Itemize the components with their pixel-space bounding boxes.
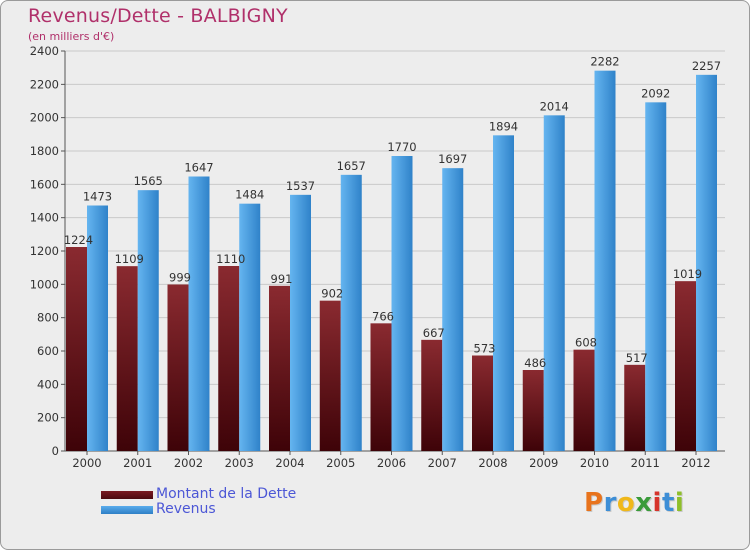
y-tick-label: 2400	[30, 44, 59, 58]
bar-revenus-2003	[239, 203, 261, 451]
bar-dette-2006	[370, 323, 392, 451]
y-tick-label: 600	[37, 344, 59, 358]
x-tick-label: 2001	[123, 456, 152, 470]
data-label-revenus: 2014	[540, 99, 569, 113]
data-label-revenus: 2282	[590, 55, 619, 69]
logo-letter: i	[652, 488, 662, 518]
chart-title: Revenus/Dette - BALBIGNY	[28, 5, 288, 27]
bar-revenus-2009	[543, 115, 565, 451]
bar-dette-2004	[269, 285, 290, 451]
y-tick-label: 2000	[30, 111, 59, 125]
data-label-dette: 902	[321, 287, 343, 301]
bar-dette-2009	[522, 370, 544, 451]
bar-revenus-2006	[391, 156, 413, 451]
legend-swatch-revenus	[101, 506, 153, 514]
y-tick-label: 800	[37, 311, 59, 325]
logo-letter: t	[661, 488, 675, 518]
x-tick-label: 2007	[428, 456, 457, 470]
bar-dette-2011	[624, 364, 646, 451]
bar-revenus-2011	[645, 102, 667, 451]
legend-label-dette: Montant de la Dette	[156, 486, 297, 502]
x-tick-label: 2012	[681, 456, 710, 470]
data-label-revenus: 1647	[184, 161, 213, 175]
y-tick-label: 1400	[30, 211, 59, 225]
data-label-dette: 517	[626, 351, 648, 365]
bar-dette-2001	[116, 266, 138, 451]
data-label-dette: 991	[271, 272, 293, 286]
x-tick-label: 2004	[275, 456, 304, 470]
bar-dette-2002	[167, 284, 189, 451]
data-label-revenus: 1697	[438, 152, 467, 166]
bar-revenus-2002	[188, 176, 210, 451]
y-tick-label: 400	[37, 377, 59, 391]
logo-letter: i	[674, 488, 685, 518]
bar-revenus-2008	[493, 135, 514, 452]
data-label-dette: 573	[474, 342, 496, 356]
y-tick-label: 200	[37, 411, 59, 425]
bar-dette-2000	[66, 247, 87, 451]
x-tick-label: 2002	[174, 456, 203, 470]
data-label-dette: 999	[169, 271, 191, 285]
data-label-dette: 1109	[115, 252, 144, 266]
bar-revenus-2001	[137, 190, 159, 451]
data-label-revenus: 1484	[235, 188, 264, 202]
x-tick-label: 2008	[478, 456, 507, 470]
bar-dette-2008	[472, 355, 493, 451]
y-tick-label: 2200	[30, 77, 59, 91]
y-tick-label: 1200	[30, 244, 59, 258]
data-label-dette: 608	[575, 336, 597, 350]
bar-dette-2012	[675, 281, 696, 451]
data-label-revenus: 1565	[134, 174, 163, 188]
x-tick-label: 2000	[72, 456, 101, 470]
legend-swatch-dette	[101, 491, 153, 499]
bar-revenus-2012	[696, 74, 717, 451]
bar-revenus-2000	[87, 205, 108, 451]
bar-dette-2005	[319, 300, 341, 451]
data-label-revenus: 1537	[286, 179, 315, 193]
legend-label-revenus: Revenus	[156, 501, 216, 517]
data-label-revenus: 1473	[83, 190, 112, 204]
y-tick-label: 1600	[30, 177, 59, 191]
x-tick-label: 2003	[225, 456, 254, 470]
data-label-dette: 1110	[216, 252, 245, 266]
chart-subtitle: (en milliers d'€)	[28, 30, 115, 43]
bar-revenus-2004	[290, 194, 311, 452]
x-tick-label: 2006	[377, 456, 406, 470]
logo-letter: x	[635, 488, 653, 518]
y-tick-label: 1000	[30, 277, 59, 291]
data-label-dette: 1019	[673, 267, 702, 281]
proxiti-logo: Proxiti	[584, 488, 684, 518]
logo-letter: P	[584, 488, 604, 518]
bar-dette-2010	[573, 349, 595, 451]
bar-dette-2007	[421, 339, 443, 451]
data-label-dette: 667	[423, 326, 445, 340]
data-label-dette: 766	[372, 309, 394, 323]
data-label-revenus: 1657	[337, 159, 366, 173]
bar-revenus-2010	[594, 70, 616, 452]
data-label-revenus: 1894	[489, 119, 518, 133]
x-tick-label: 2009	[529, 456, 558, 470]
y-tick-label: 1800	[30, 144, 59, 158]
x-tick-label: 2010	[580, 456, 609, 470]
data-label-revenus: 2257	[692, 59, 721, 73]
data-label-revenus: 2092	[641, 86, 670, 100]
x-tick-label: 2011	[631, 456, 660, 470]
data-label-revenus: 1770	[387, 140, 416, 154]
bar-dette-2003	[218, 266, 240, 451]
y-tick-label: 0	[52, 444, 59, 458]
data-label-dette: 1224	[64, 233, 93, 247]
logo-letter: o	[616, 488, 636, 518]
logo-letter: r	[603, 488, 617, 518]
x-tick-label: 2005	[326, 456, 355, 470]
data-label-dette: 486	[524, 356, 546, 370]
bar-revenus-2007	[442, 168, 464, 451]
bar-revenus-2005	[340, 174, 362, 452]
